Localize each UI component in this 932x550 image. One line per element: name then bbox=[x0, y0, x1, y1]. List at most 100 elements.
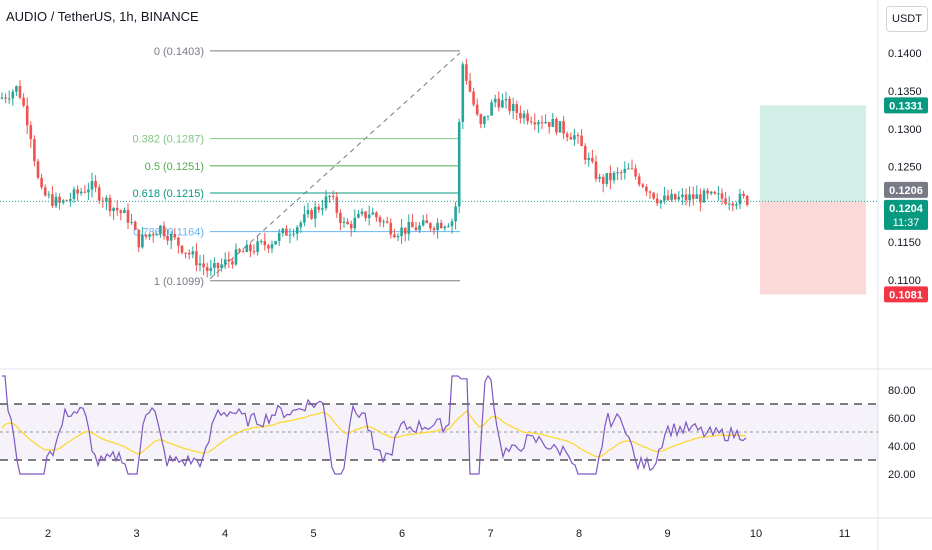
candle-body bbox=[331, 196, 335, 198]
candle-body bbox=[58, 196, 61, 203]
last-price-bg bbox=[884, 181, 928, 198]
countdown-label: 11:37 bbox=[893, 217, 920, 229]
candle-body bbox=[259, 241, 263, 243]
candle-body bbox=[245, 244, 249, 252]
fib-level-label: 1 (0.1099) bbox=[154, 276, 204, 288]
candle-body bbox=[346, 221, 349, 225]
candle-body bbox=[472, 91, 475, 105]
fib-level-label: 0.382 (0.1287) bbox=[132, 134, 204, 146]
candle-body bbox=[285, 228, 288, 236]
time-tick-label: 2 bbox=[45, 528, 51, 540]
symbol-title: AUDIO / TetherUS, 1h, BINANCE bbox=[6, 9, 199, 24]
candle-body bbox=[565, 133, 569, 138]
candle-body bbox=[493, 98, 497, 103]
candle-body bbox=[198, 263, 202, 266]
candle-body bbox=[666, 195, 670, 200]
candle-body bbox=[439, 222, 443, 229]
candle-body bbox=[421, 220, 425, 226]
last-price-label: 0.1206 bbox=[889, 185, 923, 197]
candle-body bbox=[54, 196, 58, 206]
candle-body bbox=[695, 194, 699, 199]
candle-body bbox=[414, 227, 418, 231]
candle-body bbox=[29, 125, 33, 140]
candle-body bbox=[184, 252, 187, 254]
candle-body bbox=[234, 249, 238, 265]
candle-body bbox=[371, 212, 375, 215]
currency-button[interactable]: USDT bbox=[886, 6, 928, 32]
candle-body bbox=[227, 259, 231, 262]
candle-body bbox=[483, 116, 486, 125]
candle-body bbox=[238, 249, 241, 252]
candle-body bbox=[454, 206, 457, 222]
candle-body bbox=[267, 245, 270, 249]
candle-body bbox=[443, 226, 447, 229]
candle-body bbox=[709, 191, 713, 194]
candle-body bbox=[645, 186, 648, 192]
candle-body bbox=[486, 115, 490, 117]
candle-body bbox=[594, 161, 598, 179]
candle-body bbox=[735, 204, 738, 206]
candle-body bbox=[612, 172, 616, 181]
candle-body bbox=[702, 190, 706, 203]
candlestick-series bbox=[0, 58, 878, 278]
candle-body bbox=[155, 234, 159, 236]
candle-body bbox=[663, 195, 666, 201]
candle-body bbox=[339, 212, 342, 223]
candle-body bbox=[393, 234, 396, 238]
candle-body bbox=[36, 161, 40, 178]
candle-body bbox=[616, 172, 619, 174]
candle-body bbox=[720, 193, 724, 199]
candle-body bbox=[367, 214, 371, 219]
candle-body bbox=[598, 176, 601, 179]
candle-body bbox=[537, 122, 540, 125]
rsi-ma-line bbox=[1, 410, 747, 458]
candle-body bbox=[281, 228, 285, 234]
candle-body bbox=[0, 97, 4, 99]
candle-body bbox=[544, 122, 547, 124]
fibonacci-retracement: 0 (0.1403) 0.382 (0.1287) 0.5 (0.1251) 0.61… bbox=[132, 46, 461, 288]
time-tick-label: 5 bbox=[310, 528, 316, 540]
candle-body bbox=[519, 112, 522, 119]
stop-loss-label-bg bbox=[884, 286, 928, 303]
candle-body bbox=[166, 236, 169, 241]
fib-level-label: 0.618 (0.1215) bbox=[132, 188, 204, 200]
candle-body bbox=[713, 191, 717, 194]
candle-body bbox=[76, 189, 79, 194]
candle-body bbox=[223, 259, 227, 265]
candle-body bbox=[468, 80, 472, 92]
candle-body bbox=[213, 263, 216, 269]
candle-body bbox=[555, 118, 558, 133]
candle-body bbox=[292, 233, 295, 235]
candle-body bbox=[511, 104, 515, 112]
candle-body bbox=[562, 121, 565, 134]
candle-body bbox=[490, 102, 493, 116]
candle-body bbox=[79, 191, 83, 194]
candle-body bbox=[436, 222, 439, 231]
candle-body bbox=[706, 190, 709, 194]
candle-body bbox=[684, 194, 688, 201]
candle-body bbox=[465, 64, 468, 81]
candle-body bbox=[25, 105, 29, 126]
price-labels: 0.1331 0.1081 0.1206 0.1204 11:37 bbox=[884, 97, 928, 303]
time-tick-label: 4 bbox=[222, 528, 228, 540]
candle-body bbox=[72, 189, 76, 200]
price-tick-label: 0.1400 bbox=[888, 48, 922, 60]
candle-body bbox=[87, 189, 90, 193]
candle-body bbox=[447, 226, 450, 228]
candle-body bbox=[357, 214, 360, 218]
candle-body bbox=[151, 234, 155, 236]
candle-body bbox=[688, 194, 691, 201]
candle-body bbox=[583, 146, 587, 160]
axes: 0.1400 0.1350 0.1300 0.1250 0.1150 0.1100 2 3 4 5… bbox=[45, 48, 922, 540]
candle-body bbox=[670, 193, 673, 200]
candle-body bbox=[105, 197, 108, 202]
price-tick-label: 0.1150 bbox=[888, 237, 921, 249]
candle-body bbox=[4, 97, 7, 99]
candle-body bbox=[177, 237, 180, 246]
candle-body bbox=[256, 241, 259, 252]
candle-body bbox=[299, 222, 303, 228]
candle-body bbox=[40, 177, 43, 188]
candle-body bbox=[130, 221, 133, 223]
